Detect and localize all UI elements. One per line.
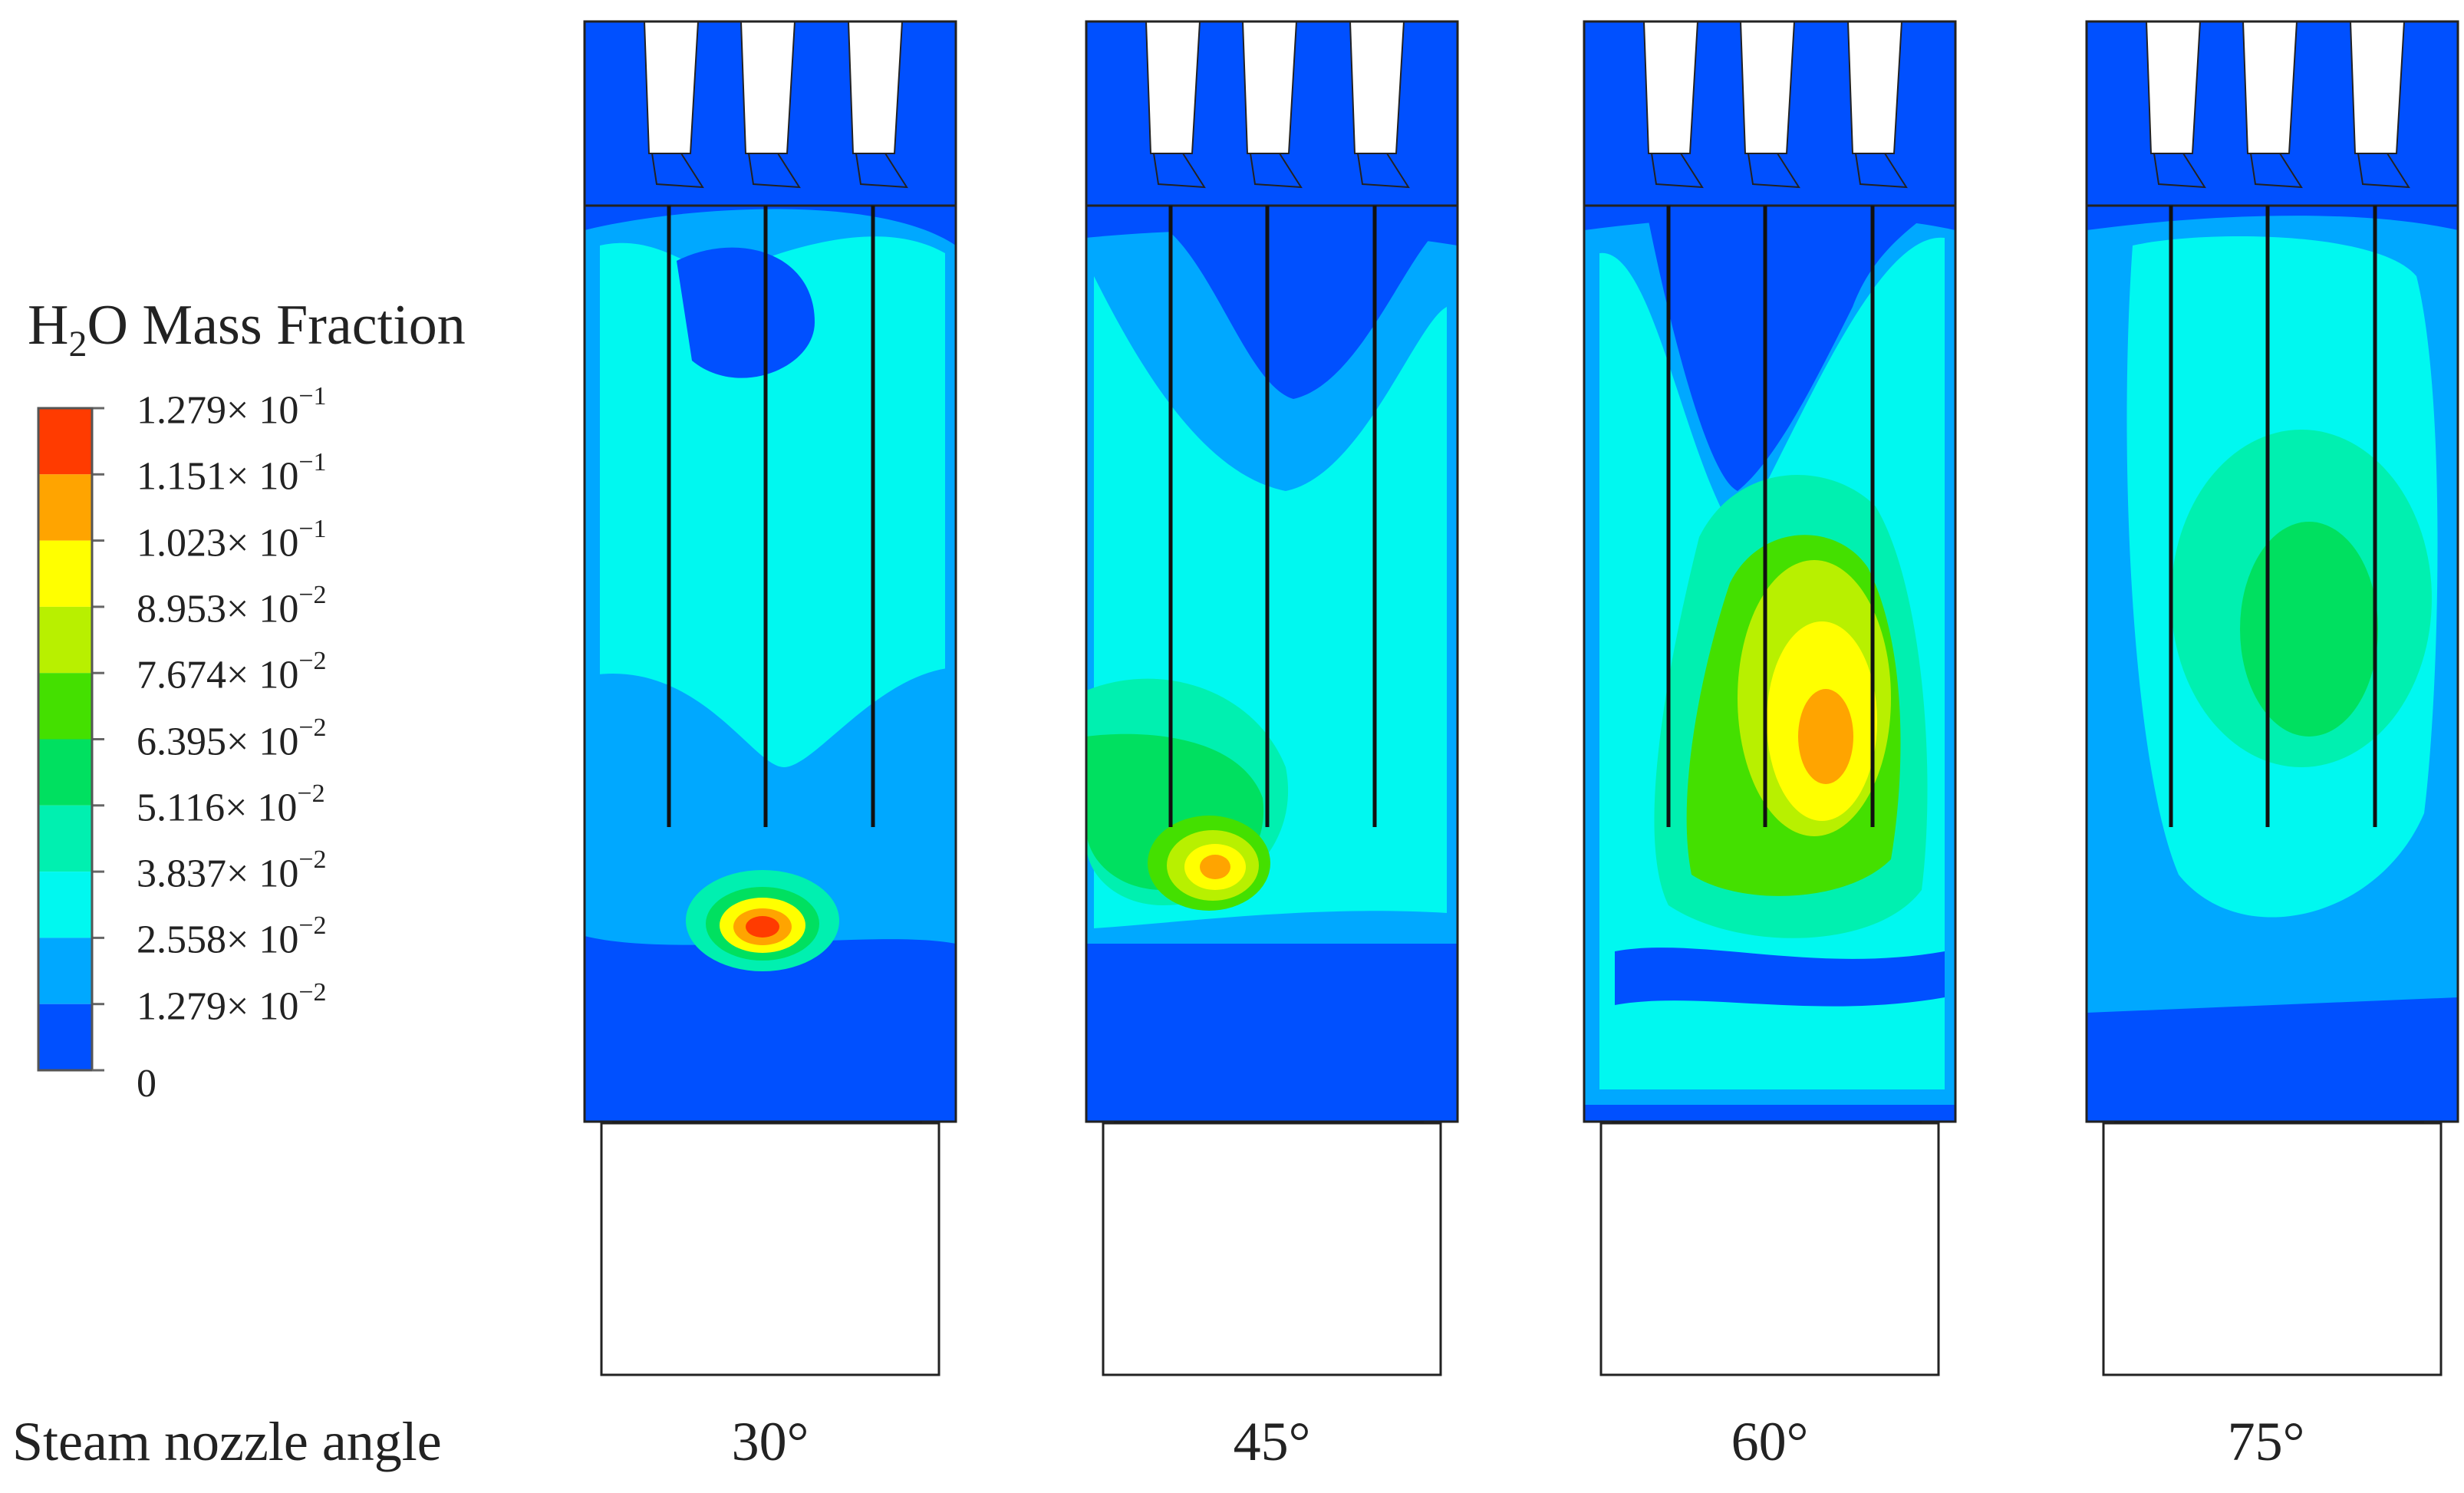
nozzle-body (1846, 21, 1903, 154)
nozzle-body (1241, 21, 1298, 154)
legend-tick-label: 6.395× 10−2 (137, 713, 327, 763)
nozzle-tip (2153, 153, 2206, 189)
legend-tick-label: 8.953× 10−2 (137, 580, 327, 631)
angle-label: 45° (1233, 1411, 1311, 1472)
nozzle-body (643, 21, 700, 154)
contour-panel (1085, 20, 1459, 1376)
nozzle-body (1642, 21, 1699, 154)
nozzle-body (1739, 21, 1796, 154)
nozzle-tip (1357, 153, 1410, 189)
legend-swatch (38, 540, 92, 607)
legend-tick-label: 5.116× 10−2 (137, 779, 325, 830)
legend-tick-label: 2.558× 10−2 (137, 911, 327, 962)
legend-zero-label: 0 (137, 1062, 156, 1106)
legend-swatch (38, 805, 92, 872)
legend-swatch (38, 938, 92, 1004)
contour-panel (583, 20, 957, 1376)
angle-label: 30° (731, 1411, 809, 1472)
nozzle-body (2349, 21, 2406, 154)
nozzle-body (2242, 21, 2298, 154)
legend-tick-label: 1.279× 10−2 (137, 977, 327, 1029)
legend-swatch (38, 872, 92, 938)
legend-swatch (38, 673, 92, 740)
contour-panel (1583, 20, 1957, 1376)
nozzle-body (1349, 21, 1405, 154)
nozzle-tip (1153, 153, 1206, 189)
contour-panel (2085, 20, 2459, 1376)
nozzle-tip (748, 153, 801, 189)
legend-tick-label: 3.837× 10−2 (137, 845, 327, 896)
nozzle-body (1145, 21, 1201, 154)
nozzle-tip (1855, 153, 1908, 189)
nozzle-tip (1250, 153, 1303, 189)
legend-swatch (38, 739, 92, 806)
nozzle-tip (2250, 153, 2303, 189)
legend-swatch (38, 408, 92, 475)
base-box (2102, 1122, 2443, 1376)
legend-title: H2O Mass Fraction (28, 294, 466, 364)
contour-panels (583, 20, 2459, 1376)
base-box (1599, 1122, 1940, 1376)
legend-color-bar (37, 407, 104, 1072)
nozzle-body (847, 21, 904, 154)
nozzle-tip (651, 153, 704, 189)
nozzle-tip (1748, 153, 1800, 189)
legend-bar-border (37, 407, 94, 1072)
legend-swatch (38, 1004, 92, 1070)
angle-label: 75° (2227, 1411, 2305, 1472)
legend-tick-label: 1.279× 10−1 (137, 382, 327, 433)
nozzle-tip (2357, 153, 2410, 189)
legend-swatch (38, 474, 92, 541)
legend-tick-label: 1.151× 10−1 (137, 448, 327, 499)
nozzle-body (740, 21, 796, 154)
row-label: Steam nozzle angle (12, 1411, 442, 1472)
legend-tick-label: 1.023× 10−1 (137, 514, 327, 565)
legend-tick-label: 7.674× 10−2 (137, 647, 327, 697)
legend-swatch (38, 606, 92, 674)
nozzle-tip (855, 153, 908, 189)
base-box (600, 1122, 940, 1376)
nozzle-body (2145, 21, 2202, 154)
nozzle-tip (1651, 153, 1704, 189)
base-box (1102, 1122, 1442, 1376)
angle-label: 60° (1731, 1411, 1809, 1472)
